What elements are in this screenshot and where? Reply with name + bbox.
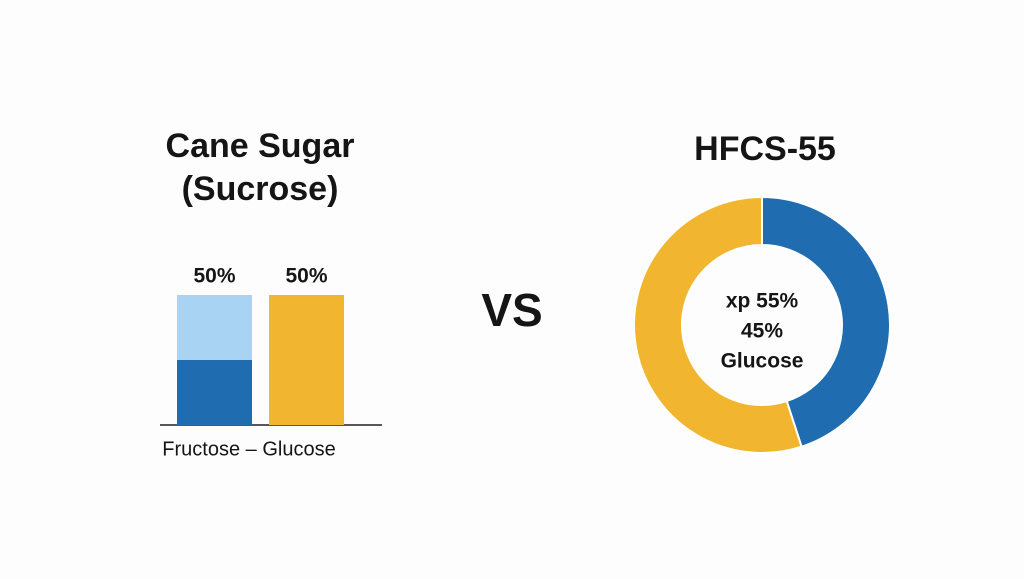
chart-title: HFCS-55 <box>694 130 836 168</box>
chart-title: (Sucrose) <box>182 170 339 208</box>
x-axis-label: Fructose – Glucose <box>162 438 335 460</box>
donut-slice <box>761 195 891 448</box>
bar-segment <box>269 360 344 425</box>
bar-segment <box>177 295 252 360</box>
bar-segment <box>269 295 344 360</box>
bar-segment <box>177 360 252 425</box>
value-label: 50% <box>193 265 235 288</box>
vs-label: VS <box>481 284 542 336</box>
value-label: 50% <box>285 265 327 288</box>
center-label: Glucose <box>721 350 804 373</box>
center-label: 45% <box>741 320 783 343</box>
chart-title: Cane Sugar <box>166 127 355 165</box>
donut-slice <box>633 195 803 454</box>
center-label: xp 55% <box>726 290 799 313</box>
